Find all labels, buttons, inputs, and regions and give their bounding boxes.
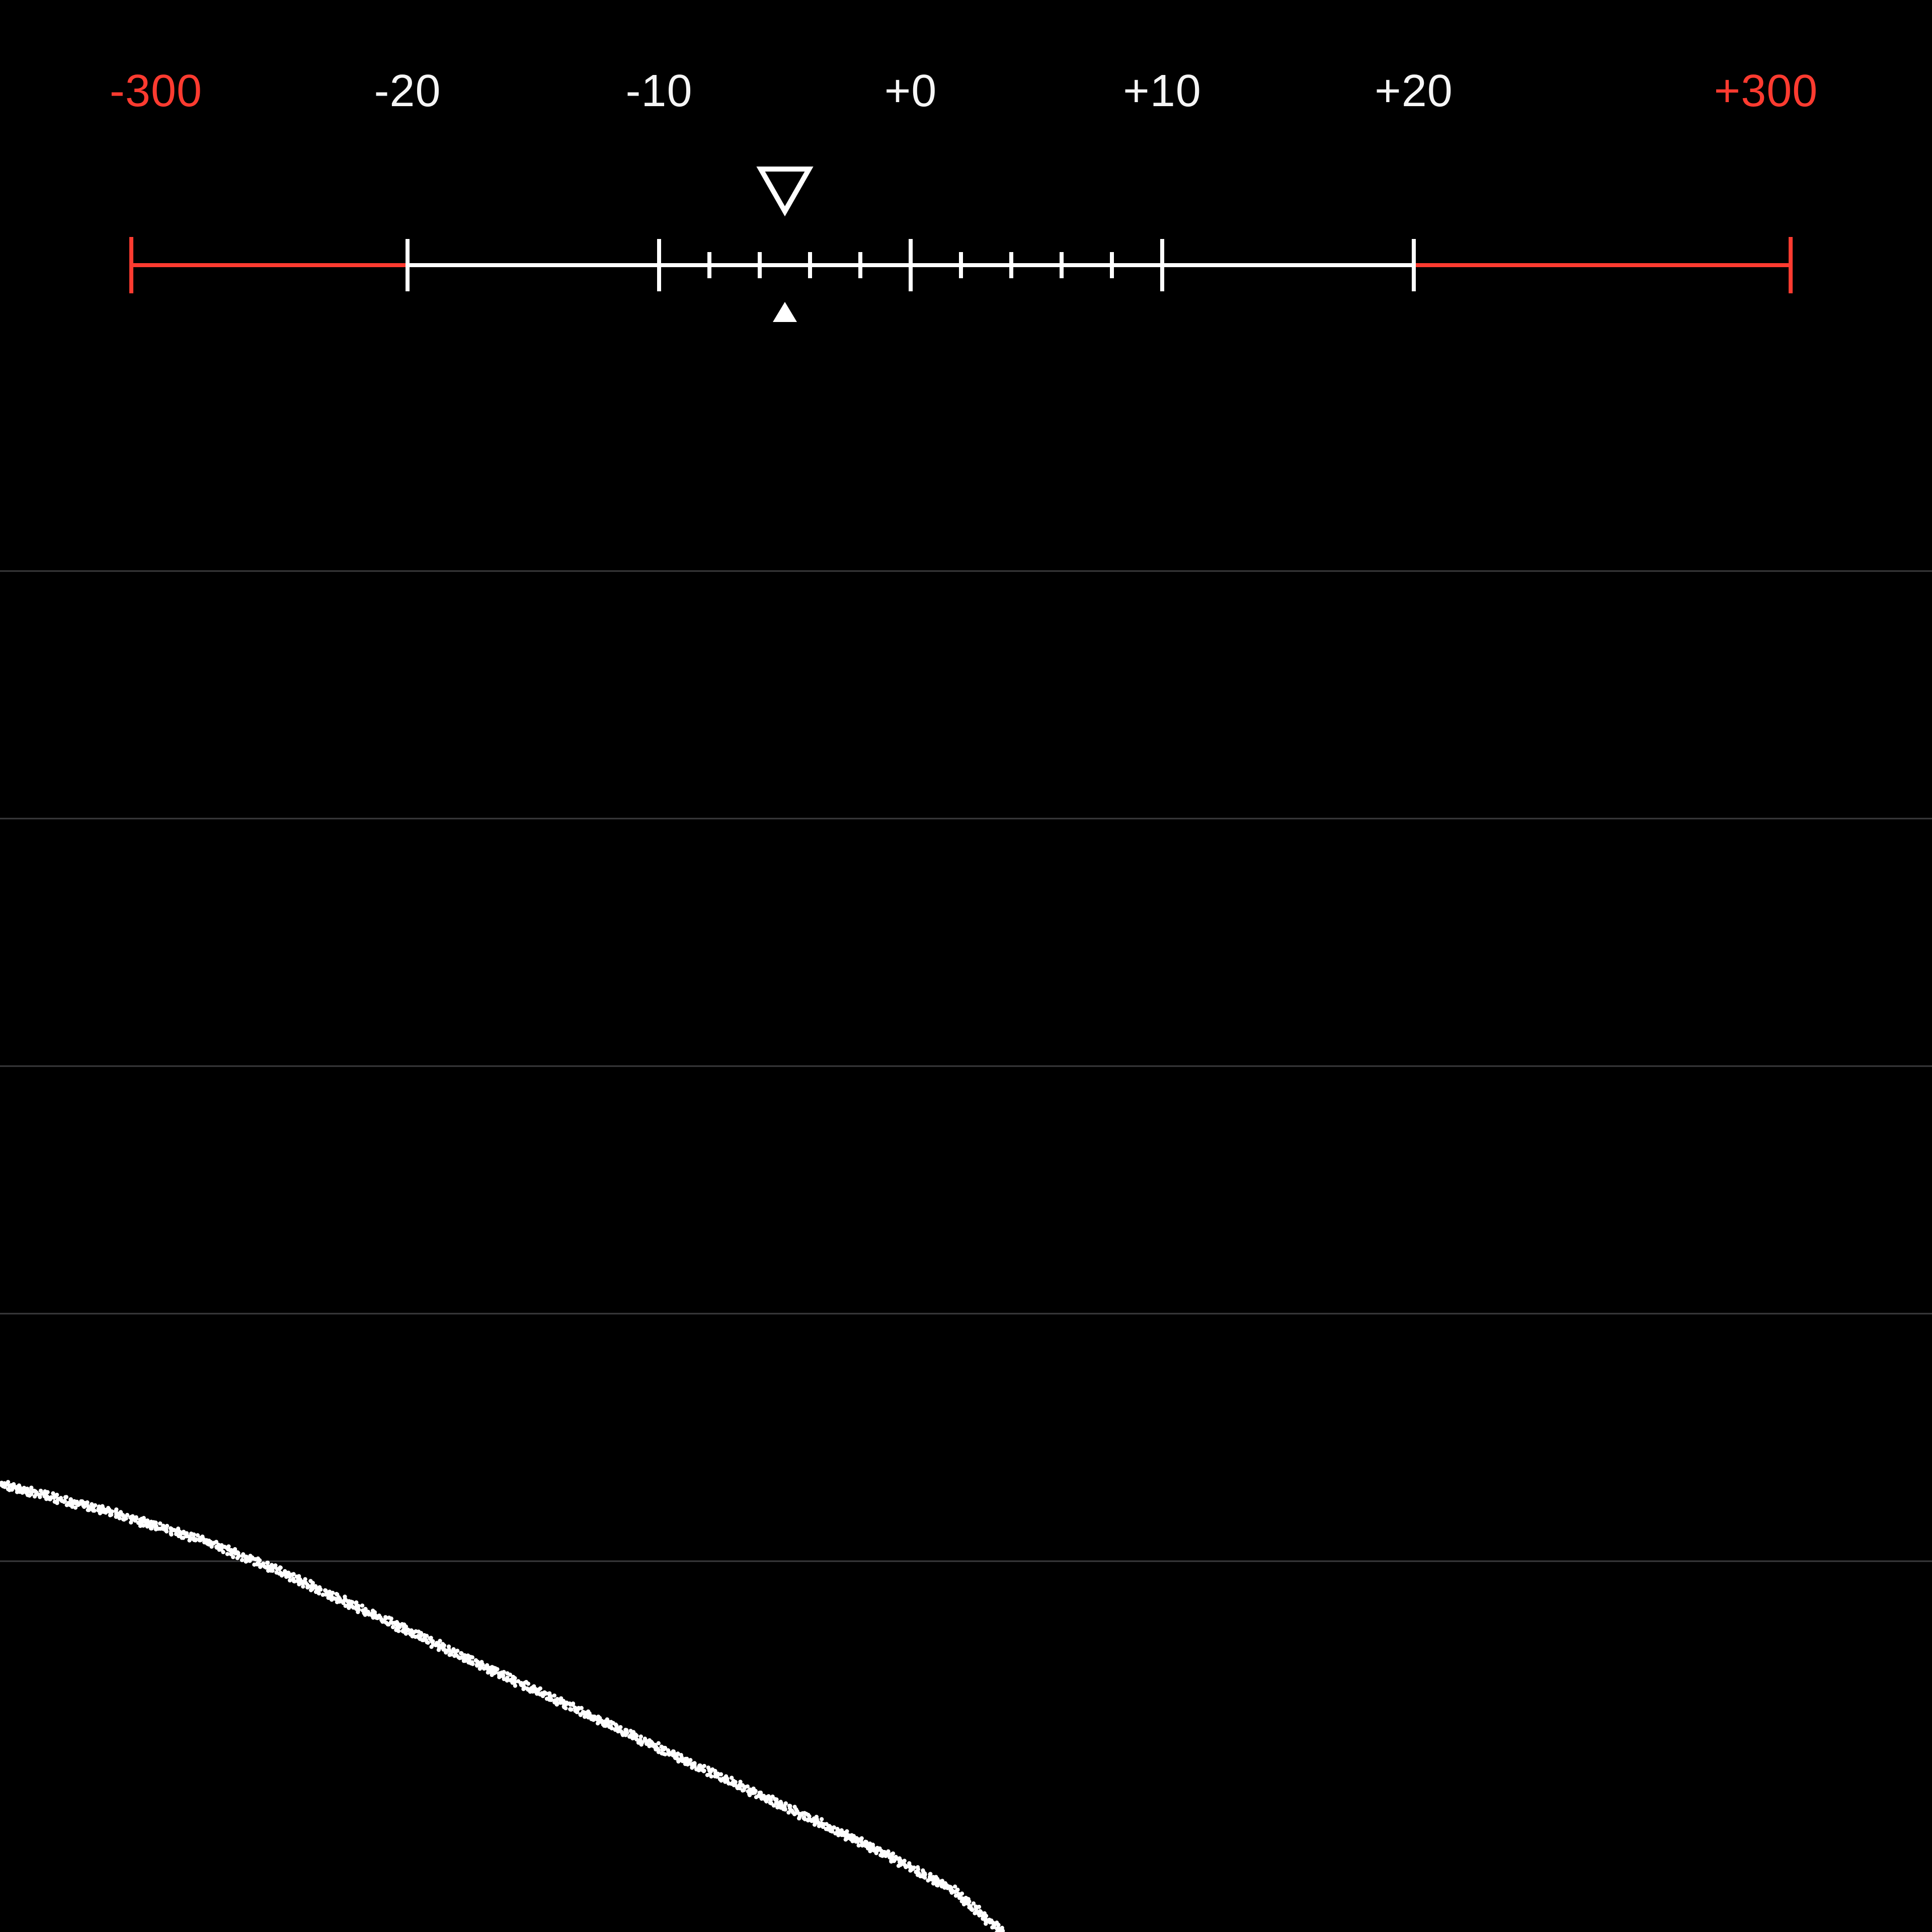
scale-label: +300 [1714, 65, 1818, 117]
scale-label: -10 [625, 65, 692, 117]
scale-pointer-down-icon[interactable] [761, 169, 809, 211]
adjustment-scale[interactable] [0, 0, 1932, 453]
scale-pointer-up-icon[interactable] [773, 302, 797, 322]
scale-label: +0 [884, 65, 937, 117]
scale-label: +20 [1375, 65, 1453, 117]
histogram-curve [0, 1480, 1005, 1932]
scale-label: +10 [1123, 65, 1201, 117]
scale-label: -20 [374, 65, 441, 117]
tone-curve-editor: -300 -20 -10 +0 +10 +20 +300 [0, 0, 1932, 1932]
scale-label: -300 [110, 65, 202, 117]
